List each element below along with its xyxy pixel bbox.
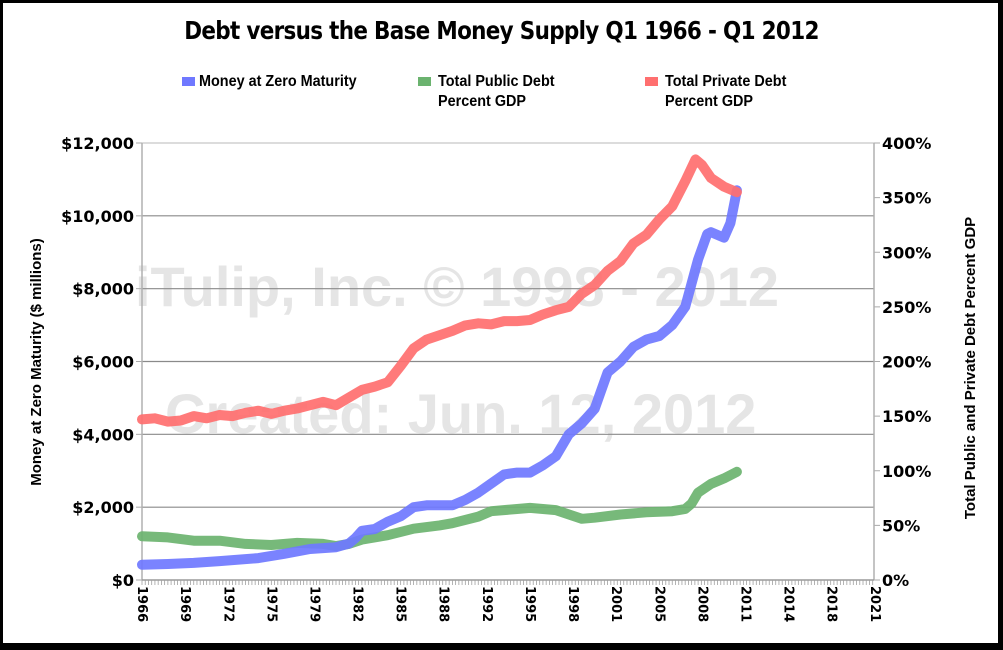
x-tick-label: 1992	[479, 586, 494, 622]
y-left-tick-label: $8,000	[72, 280, 134, 299]
legend-swatch-public-debt	[418, 77, 431, 86]
y-right-tick-label: 300%	[882, 243, 931, 262]
legend-item-money: Money at Zero Maturity	[182, 72, 374, 92]
y-right-tick-label: 150%	[882, 407, 931, 426]
y-right-tick-label: 250%	[882, 298, 931, 317]
legend-swatch-money	[182, 77, 195, 86]
x-tick-label: 1975	[263, 586, 278, 622]
y-left-tick-label: $6,000	[72, 353, 134, 372]
x-tick-label: 2005	[651, 586, 666, 622]
x-tick-label: 1966	[134, 586, 149, 622]
watermark-line-1: iTulip, Inc. © 1998 - 2012	[135, 255, 779, 318]
y-left-tick-label: $0	[112, 571, 134, 590]
x-tick-label: 2001	[608, 586, 623, 622]
legend-label-public-debt: Total Public Debt Percent GDP	[438, 73, 555, 110]
x-tick-label: 2018	[824, 586, 839, 622]
legend-label-private-debt: Total Private Debt Percent GDP	[665, 73, 787, 110]
x-tick-label: 2014	[781, 586, 796, 622]
x-tick-label: 2008	[694, 586, 709, 622]
series-group	[137, 154, 742, 570]
y-left-tick-label: $10,000	[61, 207, 134, 226]
x-tick-label: 2021	[867, 586, 882, 622]
legend-item-public-debt: Total Public Debt Percent GDP	[418, 72, 567, 112]
x-tick-label: 2011	[738, 586, 753, 622]
legend-item-private-debt: Total Private Debt Percent GDP	[645, 72, 800, 112]
watermark: iTulip, Inc. © 1998 - 2012 Created: Jun.…	[135, 255, 779, 445]
axes	[136, 142, 880, 585]
x-tick-label: 1985	[393, 586, 408, 622]
y-axis-left-title: Money at Zero Maturity ($ millions)	[28, 238, 45, 486]
gridlines	[142, 142, 874, 508]
x-tick-label: 1969	[177, 586, 192, 622]
x-tick-label: 1995	[522, 586, 537, 622]
y-right-tick-label: 400%	[882, 134, 931, 153]
y-left-tick-label: $12,000	[61, 134, 134, 153]
x-tick-label: 1998	[565, 586, 580, 622]
chart-title: Debt versus the Base Money Supply Q1 196…	[184, 16, 819, 45]
series-line-total-private-debt-percent-gdp	[137, 154, 742, 427]
x-tick-label: 1988	[436, 586, 451, 622]
y-left-tick-label: $2,000	[72, 498, 134, 517]
tick-labels: $0 $2,000 $4,000 $6,000 $8,000 $10,000 $12,000…	[61, 134, 931, 622]
y-right-tick-label: 200%	[882, 353, 931, 372]
y-left-tick-label: $4,000	[72, 425, 134, 444]
legend-label-money: Money at Zero Maturity	[199, 73, 357, 90]
y-right-tick-label: 350%	[882, 189, 931, 208]
legend-swatch-private-debt	[645, 77, 658, 86]
y-right-tick-label: 0%	[882, 571, 909, 590]
y-axis-right-title: Total Public and Private Debt Percent GD…	[962, 217, 979, 519]
x-tick-label: 1979	[306, 586, 321, 622]
y-right-tick-label: 100%	[882, 462, 931, 481]
y-right-tick-label: 50%	[882, 516, 920, 535]
x-tick-label: 1982	[350, 586, 365, 622]
series-line-money-at-zero-maturity	[137, 185, 742, 570]
series-line-total-public-debt-percent-gdp	[137, 466, 742, 552]
x-tick-label: 1972	[220, 586, 235, 622]
